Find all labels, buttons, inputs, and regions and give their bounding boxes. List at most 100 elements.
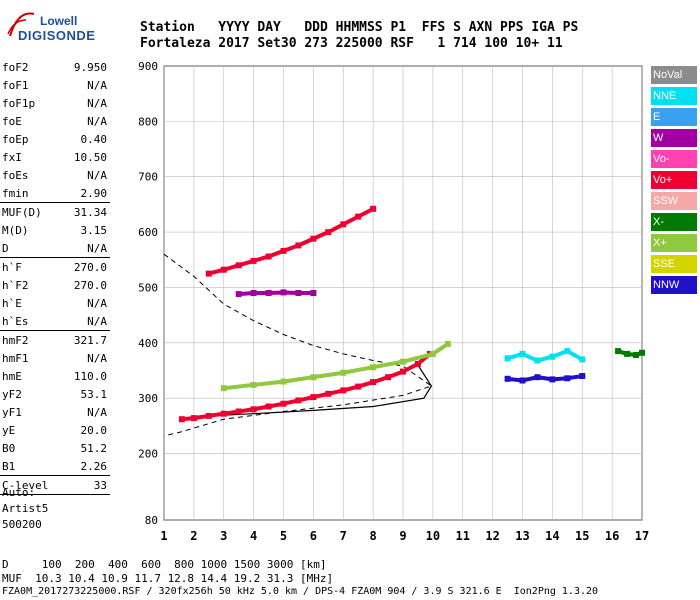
x-tick-label: 5 [280,529,287,543]
param-name: foF1 [2,78,29,92]
trace-segment [251,379,286,387]
data-point [444,340,451,347]
y-tick-label: 800 [138,115,158,128]
param-row: foEs N/A [0,166,110,184]
param-row: h`F2 270.0 [0,276,110,294]
param-value: N/A [87,96,107,110]
param-value: 110.0 [73,369,107,383]
param-name: foEp [2,132,29,146]
legend-item: SSE [651,255,697,273]
param-row: h`E N/A [0,294,110,312]
param-value: 2.26 [80,459,108,473]
param-name: foEs [2,168,29,182]
param-name: h`F [2,260,22,274]
trace-segment [341,365,376,375]
param-value: 270.0 [73,260,107,274]
param-group-heights: h`F 270.0 h`F2 270.0 h`E N/A h`Es N/A [0,258,110,330]
param-row: foEp 0.40 [0,130,110,148]
footer-distance: D 100 200 400 600 800 1000 1500 3000 [km… [2,558,327,571]
auto-version: 500200 [2,518,42,531]
param-row: C-level 33 [0,476,110,494]
x-tick-label: 17 [635,529,649,543]
trace-segment [401,351,435,364]
param-name: h`E [2,296,22,310]
param-row: hmF2 321.7 [0,331,110,349]
x-tick-label: 9 [399,529,406,543]
param-value: N/A [87,351,107,365]
param-value: N/A [87,296,107,310]
y-tick-label: 80 [145,514,158,527]
param-row: MUF(D) 31.34 [0,203,110,221]
y-tick-label: 400 [138,337,158,350]
x-tick-label: 16 [605,529,619,543]
y-tick-label: 500 [138,281,158,294]
legend-item: Vo- [651,150,697,168]
param-name: D [2,241,9,255]
param-row: M(D) 3.15 [0,221,110,239]
param-name: B0 [2,441,16,455]
x-tick-label: 4 [250,529,257,543]
legend-item: W [651,129,697,147]
param-name: yE [2,423,16,437]
param-value: N/A [87,78,107,92]
param-row: B0 51.2 [0,439,110,457]
param-row: h`Es N/A [0,312,110,330]
y-tick-label: 700 [138,171,158,184]
y-tick-label: 300 [138,392,158,405]
x-tick-label: 10 [426,529,440,543]
trace-segment [371,359,405,370]
legend-item: NNW [651,276,697,294]
param-name: h`Es [2,314,29,328]
param-name: fxI [2,150,22,164]
param-name: fmin [2,186,29,200]
param-name: yF2 [2,387,22,401]
x-tick-label: 12 [485,529,499,543]
auto-artist: Artist5 [2,502,49,515]
y-tick-label: 600 [138,226,158,239]
legend-item: X+ [651,234,697,252]
trace-segment [221,382,256,391]
legend: NoVal NNE E W Vo- Vo+ SSW X- X+ SSE NNW [651,66,697,297]
legend-item: Vo+ [651,171,697,189]
logo-brand: Lowell [40,14,78,28]
x-tick-label: 11 [456,529,470,543]
logo-product: DIGISONDE [18,28,96,43]
param-name: hmF2 [2,333,29,347]
param-name: yF1 [2,405,22,419]
param-value: N/A [87,168,107,182]
param-name: C-level [2,478,49,492]
param-row: foF1 N/A [0,76,110,94]
legend-item: X- [651,213,697,231]
x-tick-label: 13 [515,529,529,543]
x-tick-label: 15 [575,529,589,543]
param-name: h`F2 [2,278,29,292]
param-row: fxI 10.50 [0,148,110,166]
param-name: foF2 [2,60,29,74]
x-tick-label: 6 [310,529,317,543]
param-value: 53.1 [80,387,108,401]
data-point [639,349,645,356]
param-name: hmE [2,369,22,383]
param-group-muf: MUF(D) 31.34 M(D) 3.15 D N/A [0,203,110,257]
param-name: M(D) [2,223,29,237]
x-tick-label: 14 [545,529,559,543]
param-value: 321.7 [73,333,107,347]
x-tick-label: 3 [220,529,227,543]
param-value: 270.0 [73,278,107,292]
param-row: B1 2.26 [0,457,110,475]
data-point [579,373,586,379]
data-point [370,205,377,212]
parameters-panel: foF2 9.950 foF1 N/A foF1p N/A foE N/A foEp 0.40 fx… [0,58,110,495]
y-tick-label: 900 [138,60,158,73]
param-row: D N/A [0,239,110,257]
param-row: foF1p N/A [0,94,110,112]
param-row: foF2 9.950 [0,58,110,76]
param-value: N/A [87,114,107,128]
param-name: foE [2,114,22,128]
param-value: 51.2 [80,441,108,455]
header-labels: Station YYYY DAY DDD HHMMSS P1 FFS S AXN… [140,20,579,35]
param-name: foF1p [2,96,36,110]
param-value: 3.15 [80,223,108,237]
param-value: 9.950 [73,60,107,74]
